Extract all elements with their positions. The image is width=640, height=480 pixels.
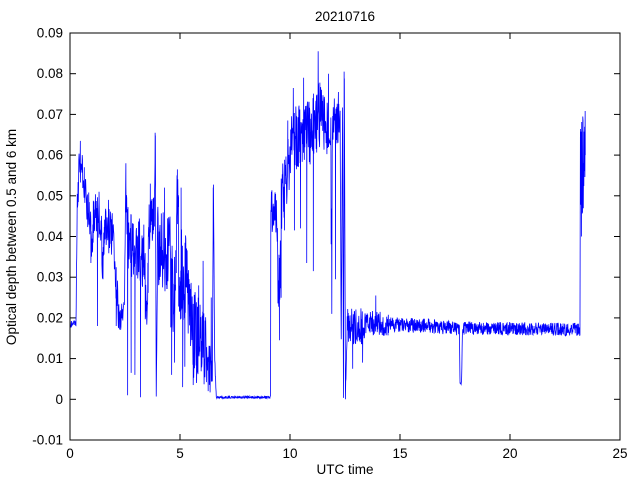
y-tick-label: 0.06 [37, 148, 63, 163]
y-tick-label: 0.03 [37, 270, 63, 285]
data-series-line [70, 51, 586, 400]
axes-frame [69, 32, 621, 441]
y-tick-label: 0.07 [37, 107, 63, 122]
y-tick-label: -0.01 [32, 433, 63, 448]
x-tick-label: 20 [502, 446, 517, 461]
x-tick-label: 25 [612, 446, 627, 461]
y-tick-label: 0 [55, 392, 63, 407]
axis-tick-labels: 0 5 10 15 20 25-0.0100.010.020.030.040.050.06… [32, 26, 627, 462]
x-tick-label: 10 [282, 446, 297, 461]
chart-title: 20210716 [315, 9, 375, 24]
y-tick-label: 0.08 [37, 66, 63, 81]
y-tick-label: 0.09 [37, 26, 63, 41]
y-axis-label: Optical depth between 0.5 and 6 km [4, 129, 19, 345]
y-tick-label: 0.04 [37, 229, 64, 244]
x-tick-label: 0 [66, 446, 74, 461]
y-tick-label: 0.05 [37, 188, 63, 203]
x-axis-label: UTC time [317, 462, 374, 477]
x-tick-label: 15 [392, 446, 407, 461]
x-tick-label: 5 [176, 446, 184, 461]
y-tick-label: 0.02 [37, 310, 63, 325]
y-tick-label: 0.01 [37, 351, 63, 366]
